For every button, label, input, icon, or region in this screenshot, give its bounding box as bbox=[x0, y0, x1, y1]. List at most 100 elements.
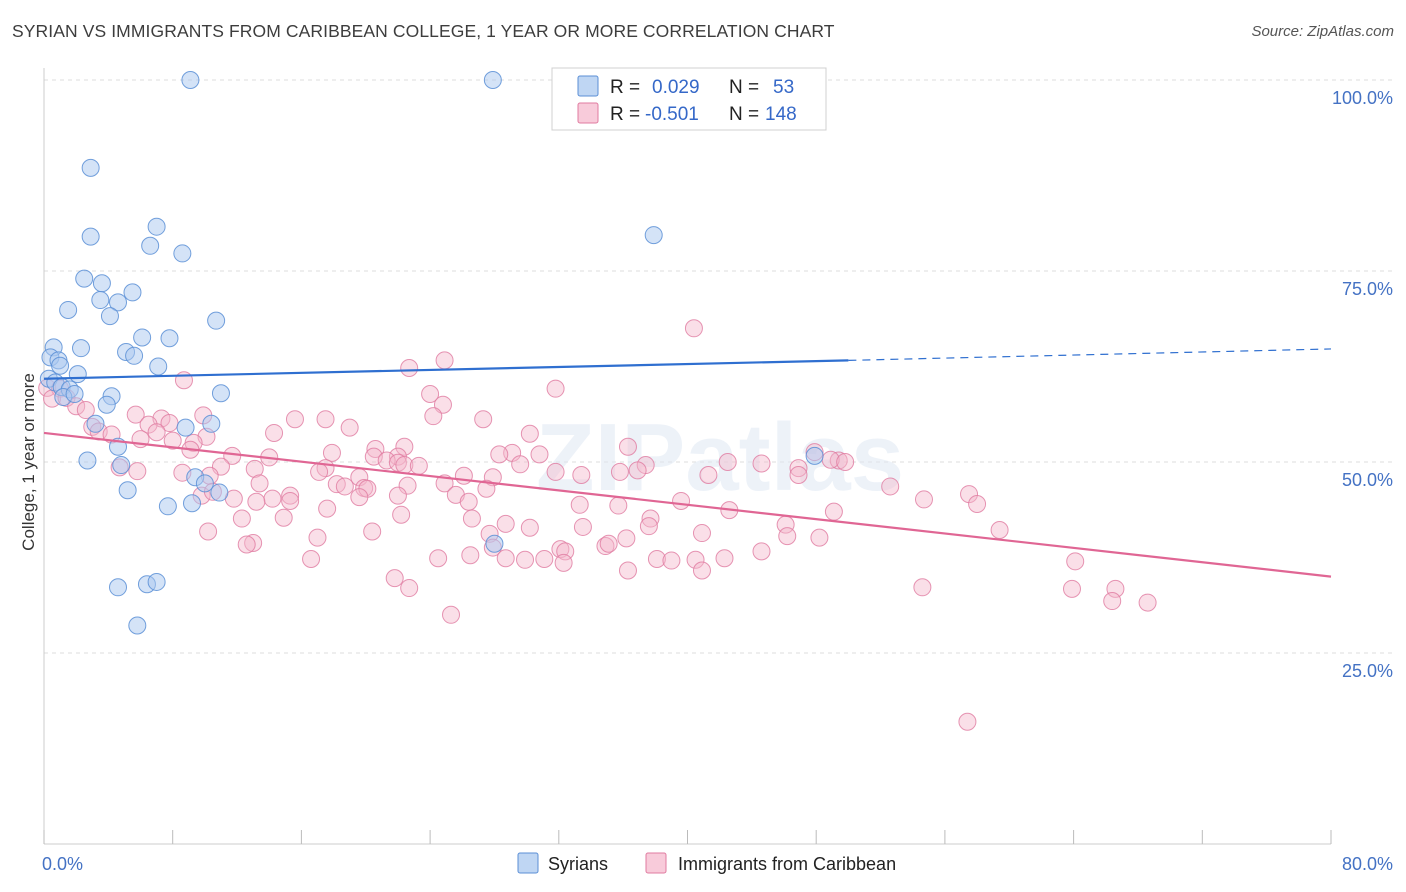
caribbean-point bbox=[1103, 592, 1122, 611]
caribbean-point bbox=[511, 455, 530, 474]
caribbean-point bbox=[551, 540, 570, 559]
caribbean-point bbox=[778, 527, 797, 546]
caribbean-point bbox=[496, 514, 515, 533]
caribbean-point bbox=[699, 465, 718, 484]
syrian-point bbox=[128, 616, 147, 635]
syrian-point bbox=[109, 578, 128, 597]
syrian-point bbox=[176, 418, 195, 437]
syrian-point bbox=[149, 357, 168, 376]
caribbean-point bbox=[617, 529, 636, 548]
caribbean-point bbox=[310, 462, 329, 481]
x-tick-label: 0.0% bbox=[42, 854, 83, 874]
caribbean-point bbox=[609, 496, 628, 515]
caribbean-point bbox=[459, 492, 478, 511]
caribbean-point bbox=[572, 465, 591, 484]
syrian-point bbox=[123, 283, 142, 302]
caribbean-point bbox=[824, 502, 843, 521]
syrian-point bbox=[202, 414, 221, 433]
caribbean-point bbox=[618, 437, 637, 456]
syrian-point bbox=[141, 236, 160, 255]
caribbean-point bbox=[363, 522, 382, 541]
caribbean-point bbox=[421, 385, 440, 404]
caribbean-point bbox=[610, 462, 629, 481]
caribbean-point bbox=[388, 486, 407, 505]
syrian-point bbox=[112, 456, 131, 475]
syrian-point bbox=[118, 481, 137, 500]
caribbean-point bbox=[340, 418, 359, 437]
syrian-point bbox=[147, 572, 166, 591]
x-tick-marks bbox=[43, 830, 1332, 844]
caribbean-point bbox=[684, 319, 703, 338]
caribbean-point bbox=[628, 461, 647, 480]
caribbean-point bbox=[302, 550, 321, 569]
caribbean-point bbox=[546, 379, 565, 398]
caribbean-trend-line bbox=[43, 431, 1332, 578]
caribbean-point bbox=[274, 508, 293, 527]
syrians-trend-extension bbox=[848, 348, 1332, 361]
legend-n-label: N = bbox=[729, 104, 759, 125]
caribbean-point bbox=[520, 518, 539, 537]
caribbean-point bbox=[1066, 552, 1085, 571]
syrian-point bbox=[173, 244, 192, 263]
caribbean-point bbox=[556, 542, 575, 561]
caribbean-point bbox=[163, 431, 182, 450]
caribbean-point bbox=[752, 542, 771, 561]
caribbean-point bbox=[662, 551, 681, 570]
caribbean-point bbox=[265, 423, 284, 442]
syrian-point bbox=[109, 293, 128, 312]
caribbean-point bbox=[718, 453, 737, 471]
caribbean-point bbox=[400, 359, 419, 378]
bottom-legend-swatch-caribbean bbox=[645, 852, 667, 874]
legend-r-value: 0.029 bbox=[652, 77, 700, 98]
bottom-legend-swatch-syrians bbox=[517, 852, 539, 874]
caribbean-point bbox=[76, 401, 95, 420]
caribbean-point bbox=[599, 534, 618, 553]
caribbean-point bbox=[377, 451, 396, 470]
y-axis-label: College, 1 year or more bbox=[19, 373, 38, 551]
caribbean-point bbox=[573, 517, 592, 536]
caribbean-point bbox=[686, 550, 705, 569]
syrian-point bbox=[805, 446, 824, 465]
legend-top: R = 0.029 N = 53 R = -0.501 N = 148 bbox=[551, 67, 827, 131]
caribbean-point bbox=[836, 453, 855, 471]
caribbean-point bbox=[366, 440, 385, 459]
caribbean-point bbox=[250, 474, 269, 493]
syrian-point bbox=[147, 217, 166, 236]
caribbean-point bbox=[322, 443, 341, 462]
syrian-point bbox=[210, 483, 229, 502]
syrian-point bbox=[97, 395, 116, 414]
caribbean-point bbox=[263, 489, 282, 508]
caribbean-point bbox=[454, 466, 473, 485]
caribbean-point bbox=[490, 445, 509, 464]
syrian-point bbox=[485, 534, 504, 553]
legend-r-label: R = bbox=[610, 77, 640, 98]
caribbean-point bbox=[958, 712, 977, 731]
trend-lines bbox=[43, 348, 1332, 578]
caribbean-point bbox=[335, 477, 354, 496]
caribbean-point bbox=[477, 479, 496, 498]
caribbean-point bbox=[400, 579, 419, 598]
legend-n-label: N = bbox=[729, 77, 759, 98]
caribbean-point bbox=[789, 465, 808, 484]
chart-title: SYRIAN VS IMMIGRANTS FROM CARIBBEAN COLL… bbox=[12, 21, 835, 41]
caribbean-point bbox=[641, 509, 660, 528]
y-tick-label: 75.0% bbox=[1342, 279, 1393, 299]
syrian-point bbox=[158, 497, 177, 516]
caribbean-point bbox=[881, 477, 900, 496]
caribbean-point bbox=[715, 549, 734, 568]
bottom-legend-label-caribbean: Immigrants from Caribbean bbox=[678, 854, 896, 874]
caribbean-point bbox=[968, 495, 987, 514]
series-syrians-points bbox=[39, 71, 824, 635]
caribbean-point bbox=[554, 553, 573, 572]
caribbean-point bbox=[1062, 579, 1081, 598]
caribbean-point bbox=[424, 407, 443, 426]
caribbean-point bbox=[392, 505, 411, 524]
legend-swatch-syrians bbox=[577, 75, 599, 97]
caribbean-point bbox=[692, 561, 711, 580]
syrian-point bbox=[644, 226, 663, 245]
syrian-point bbox=[183, 494, 202, 513]
caribbean-point bbox=[232, 509, 251, 528]
caribbean-point bbox=[385, 569, 404, 588]
syrian-point bbox=[86, 414, 105, 433]
